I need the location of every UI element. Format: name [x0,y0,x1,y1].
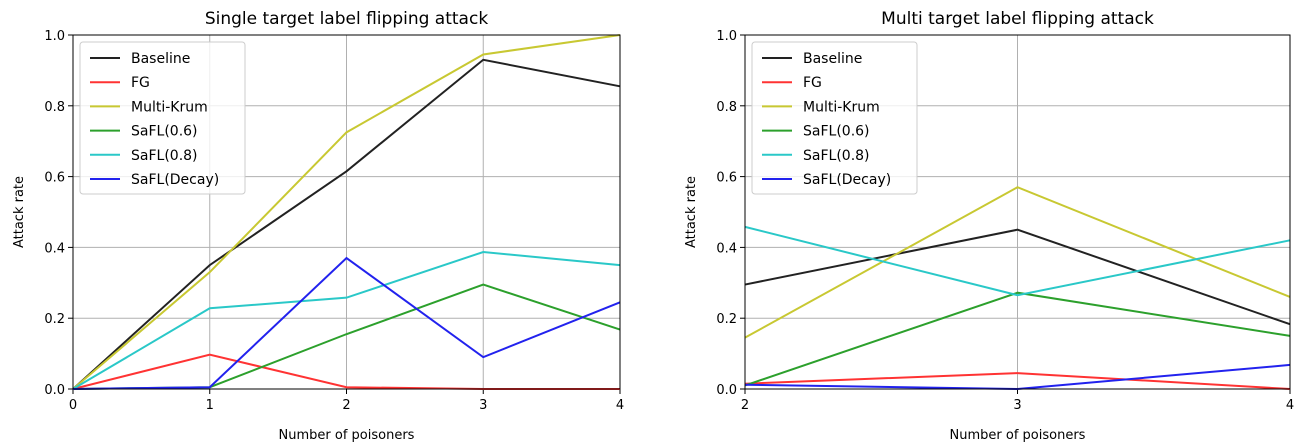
y-tick-label: 1.0 [716,29,737,44]
x-tick-label: 4 [1286,398,1294,413]
legend-label: SaFL(Decay) [803,172,891,188]
x-tick-label: 2 [342,398,350,413]
y-axis-label: Attack rate [12,176,27,248]
y-tick-label: 0.8 [44,100,65,115]
x-tick-label: 2 [741,398,749,413]
x-axis-label: Number of poisoners [950,428,1086,443]
legend-box [79,41,246,195]
y-axis-label: Attack rate [684,176,699,248]
series-line-fg [744,372,1291,390]
x-tick-label: 3 [479,398,487,413]
x-tick-label: 0 [69,398,77,413]
y-tick-label: 1.0 [44,29,65,44]
x-tick-label: 4 [616,398,624,413]
series-line-multi-krum [744,186,1291,339]
x-tick-label: 3 [1013,398,1021,413]
series-line-safl-0-8 [72,250,621,390]
legend-label: FG [131,75,150,91]
chart-title: Single target label flipping attack [205,9,488,29]
axes-frame [72,34,621,390]
y-tick-label: 0.2 [716,312,737,327]
x-tick-label: 1 [206,398,214,413]
chart-title: Multi target label flipping attack [881,9,1154,29]
legend-label: Multi-Krum [131,99,208,115]
x-axis-label: Number of poisoners [279,428,415,443]
y-tick-label: 0.6 [716,171,737,186]
series-line-baseline [72,58,621,390]
y-tick-label: 0.0 [716,383,737,398]
series-line-safl-0-8 [744,225,1291,297]
y-tick-label: 0.4 [44,241,65,256]
legend-label: SaFL(Decay) [131,172,219,188]
y-tick-label: 0.2 [44,312,65,327]
y-tick-label: 0.4 [716,241,737,256]
y-tick-label: 0.8 [716,100,737,115]
legend-label: SaFL(0.6) [803,124,870,140]
legend-label: Multi-Krum [803,99,880,115]
legend: Baseline FG Multi-Krum SaFL(0.6) SaFL(0.8) Sa… [79,41,246,195]
axes-frame [744,34,1291,390]
legend-box [751,41,918,195]
legend-label: FG [803,75,822,91]
legend: Baseline FG Multi-Krum SaFL(0.6) SaFL(0.8) Sa… [751,41,918,195]
y-tick-label: 0.6 [44,171,65,186]
series-line-multi-krum [72,34,621,390]
y-tick-label: 0.0 [44,383,65,398]
legend-label: SaFL(0.8) [803,148,870,164]
legend-label: Baseline [803,51,862,67]
chart-panel-1: Single target label flipping attack 0 1 2 3 4… [12,9,624,443]
series-line-safl-0-6 [744,291,1291,387]
legend-label: Baseline [131,51,190,67]
legend-label: SaFL(0.8) [131,148,198,164]
series-line-safl-decay [72,256,621,390]
legend-label: SaFL(0.6) [131,124,198,140]
series-line-baseline [744,228,1291,326]
chart-panel-2: Multi target label flipping attack 2 3 4 0.0… [684,9,1294,443]
